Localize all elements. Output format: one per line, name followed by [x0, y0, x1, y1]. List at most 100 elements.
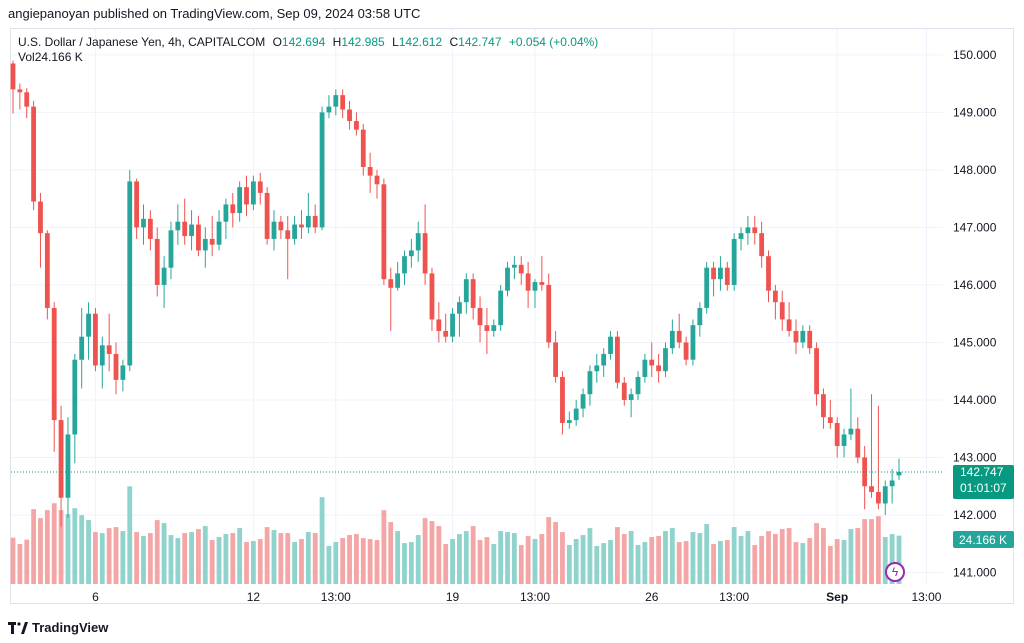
candle	[422, 204, 428, 285]
volume-bar	[800, 543, 806, 584]
volume-bar	[834, 539, 840, 584]
candle	[113, 342, 119, 395]
open-value: 142.694	[281, 35, 326, 49]
volume-bar	[532, 539, 538, 584]
candle	[154, 227, 160, 297]
change-value: +0.054 (+0.04%)	[508, 35, 599, 49]
volume-bar	[182, 533, 188, 584]
volume-bar	[738, 536, 744, 584]
volume-bar	[86, 520, 91, 584]
volume-bar	[827, 546, 833, 584]
candle	[738, 227, 744, 251]
candle	[161, 256, 167, 308]
candle	[663, 342, 668, 377]
candle	[381, 178, 387, 285]
candle	[65, 417, 71, 518]
volume-bar	[752, 545, 758, 584]
candle	[855, 417, 861, 464]
candle	[299, 210, 304, 239]
volume-bar	[484, 537, 490, 584]
lightning-icon[interactable]: ϟ	[885, 562, 905, 582]
volume-bar	[24, 539, 30, 584]
volume-bar	[127, 486, 133, 584]
volume-bar	[869, 519, 874, 584]
volume-bar	[429, 521, 435, 584]
candle	[642, 353, 648, 383]
volume-bar	[766, 531, 771, 584]
candle	[869, 394, 874, 498]
candle	[38, 192, 43, 268]
candle	[51, 302, 57, 452]
low-value: 142.612	[398, 35, 443, 49]
candle	[415, 221, 421, 262]
candle	[862, 445, 868, 510]
candle	[731, 233, 737, 291]
candle	[285, 215, 291, 280]
volume-bar	[697, 533, 703, 584]
candle	[759, 221, 765, 268]
candle	[745, 215, 751, 245]
volume-tag: 24.166 K	[953, 531, 1014, 548]
candle	[44, 230, 50, 320]
volume-bar	[498, 531, 504, 584]
volume-bar	[161, 523, 167, 584]
volume-bar	[889, 534, 895, 584]
price-axis: 150.000 149.000 148.000 147.000 146.000 145.0…	[953, 48, 997, 580]
candle	[498, 284, 504, 331]
candle	[752, 215, 758, 245]
candle	[800, 325, 806, 349]
candle	[505, 261, 510, 297]
volume-bar	[553, 522, 558, 584]
volume-bar	[415, 535, 421, 584]
volume-bar	[779, 529, 785, 584]
symbol-legend: U.S. Dollar / Japanese Yen, 4h, CAPITALC…	[18, 34, 598, 51]
candle	[347, 100, 352, 130]
candle	[676, 313, 682, 349]
candle	[120, 359, 126, 392]
volume-bar	[862, 519, 868, 584]
volume-bar	[745, 531, 751, 584]
volume-bar	[244, 542, 249, 584]
candle	[86, 302, 91, 360]
candle	[292, 215, 298, 245]
volume-bar	[628, 531, 634, 584]
x-tick-label: Sep	[826, 590, 848, 604]
volume-bar	[786, 528, 792, 584]
volume-bar	[271, 530, 277, 584]
candle	[896, 458, 902, 480]
volume-bar	[704, 524, 710, 584]
candle	[834, 417, 840, 458]
candle	[436, 302, 442, 343]
candle	[230, 192, 236, 228]
candle	[779, 290, 785, 331]
volume-bar	[772, 534, 778, 584]
candle	[326, 95, 332, 119]
volume-bar	[202, 526, 208, 584]
candle	[656, 353, 662, 383]
volume-bar	[608, 540, 613, 584]
candlesticks	[10, 60, 902, 527]
volume-bar	[718, 541, 723, 584]
candle	[532, 279, 538, 308]
candle	[539, 256, 545, 291]
volume-bar	[216, 537, 222, 584]
candle	[360, 123, 366, 176]
volume-bar	[724, 540, 730, 584]
volume-bar	[635, 545, 641, 584]
volume-bar	[525, 536, 531, 584]
volume-bar	[333, 542, 339, 584]
candle	[614, 330, 620, 389]
candle	[305, 192, 311, 234]
volume-bar	[99, 533, 105, 584]
volume-bar	[175, 538, 181, 584]
volume-bar	[663, 531, 668, 584]
tradingview-logo[interactable]: TradingView	[8, 620, 108, 635]
x-tick-label: 13:00	[911, 590, 941, 604]
volume-bar	[93, 532, 98, 584]
volume-bar	[237, 528, 243, 584]
volume-bar	[539, 534, 545, 584]
volume-bar	[505, 532, 510, 584]
volume-bar	[470, 526, 476, 584]
candle	[594, 353, 600, 383]
